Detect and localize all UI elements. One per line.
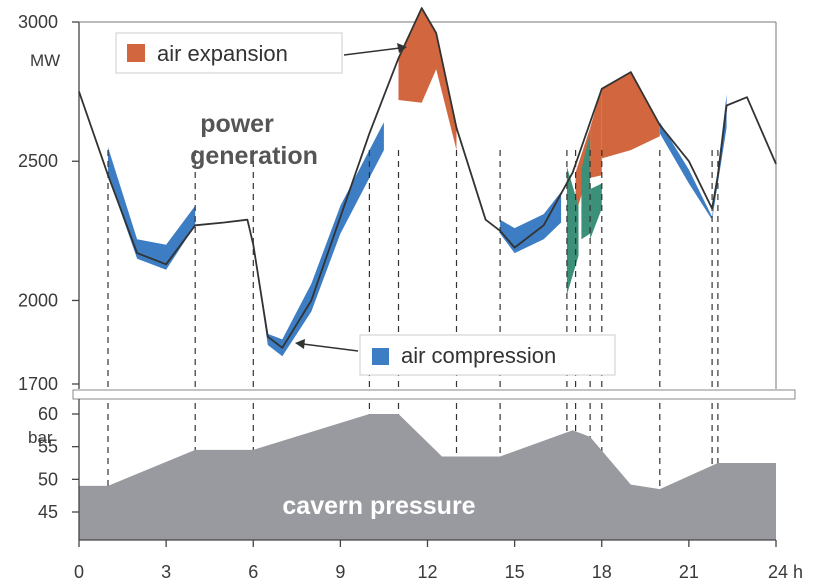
legend-air-expansion-box: [115, 32, 343, 74]
air-expansion-band-5: [398, 8, 457, 151]
air-compression-band-3: [659, 122, 713, 220]
cavern-pressure-area: [79, 414, 776, 540]
xtick-label: 9: [335, 562, 345, 582]
power-ytick-label: 2000: [18, 290, 58, 310]
axis-break-band: [72, 389, 796, 400]
legend-air-compression: air compression: [295, 334, 616, 376]
legend-air-compression-arrow: [302, 343, 359, 352]
xtick-label: 12: [417, 562, 437, 582]
legend-air-expansion-arrow: [343, 47, 401, 56]
pressure-ytick-label: 55: [38, 437, 58, 457]
power-series: [78, 7, 777, 349]
pressure-ytick-label: 45: [38, 502, 58, 522]
air-expansion-band-8: [590, 88, 602, 178]
air-compression-band-0: [108, 147, 196, 270]
power-line: [78, 7, 777, 349]
power-y-unit: MW: [30, 51, 60, 70]
legend-air-compression-arrowhead: [295, 339, 305, 349]
xtick-label: 24 h: [768, 562, 803, 582]
power-bands: [108, 8, 727, 357]
mixed-band-10: [581, 133, 591, 240]
power-ytick-label: 2500: [18, 151, 58, 171]
pressure-y-unit: bar: [28, 428, 53, 447]
pressure-y-ticks: 45 50 55 60: [38, 404, 79, 522]
xtick-label: 18: [592, 562, 612, 582]
axis-break: [72, 389, 796, 400]
legend-air-expansion: air expansion: [115, 32, 407, 74]
legend-air-compression-label: air compression: [401, 343, 556, 368]
xtick-label: 21: [679, 562, 699, 582]
pressure-ytick-label: 60: [38, 404, 58, 424]
air-compression-band-2: [500, 191, 562, 254]
xtick-label: 6: [248, 562, 258, 582]
power-generation-label: power: [200, 110, 274, 138]
air-expansion-band-6: [601, 72, 660, 159]
power-y-ticks: 1700 2000 2500 3000: [18, 12, 79, 394]
xtick-label: 0: [74, 562, 84, 582]
pressure-ytick-label: 50: [38, 469, 58, 489]
legend-air-expansion-swatch: [127, 44, 145, 62]
mixed-band-11: [590, 183, 602, 240]
pressure-panel: 45 50 55 60 0 3 6 9 12 15 18 21 24 h bar cavern pre…: [28, 399, 803, 582]
legend-air-expansion-arrowhead: [397, 43, 407, 53]
power-ytick-label: 3000: [18, 12, 58, 32]
xtick-label: 3: [161, 562, 171, 582]
cavern-pressure-label: cavern pressure: [282, 492, 475, 520]
legend-air-expansion-label: air expansion: [157, 41, 288, 66]
legend-air-compression-box: [359, 334, 616, 376]
legend-air-compression-swatch: [372, 348, 389, 365]
xtick-label: 15: [505, 562, 525, 582]
x-ticks: 0 3 6 9 12 15 18 21 24 h: [74, 540, 803, 582]
power-generation-label-line2: generation: [190, 142, 318, 170]
power-ytick-label: 1700: [18, 374, 58, 394]
